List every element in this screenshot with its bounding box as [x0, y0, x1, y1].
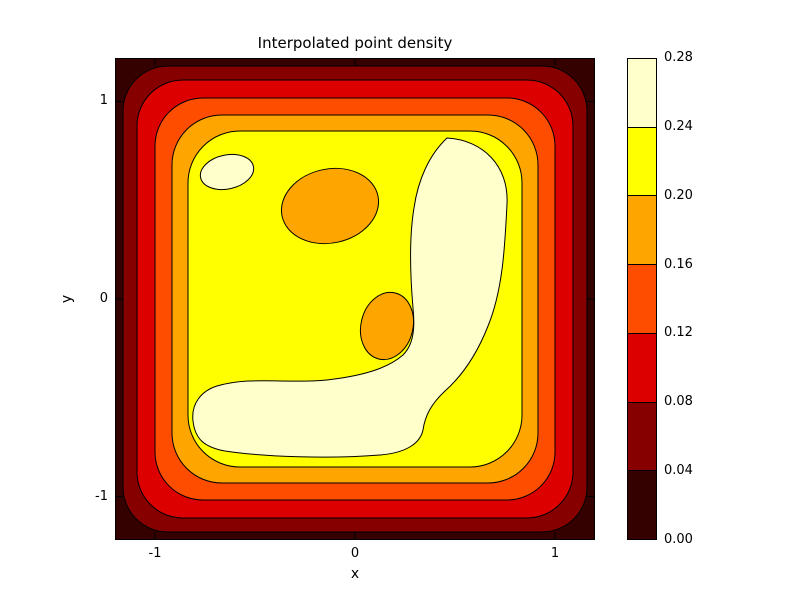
x-axis-label: x — [350, 566, 360, 582]
contour-region-high-density-oval — [199, 153, 255, 191]
colorbar-tick-label: 0.08 — [664, 394, 693, 410]
colorbar-segment — [628, 59, 656, 128]
colorbar-tick-label: 0.24 — [664, 118, 693, 134]
colorbar-tick-label: 0.04 — [664, 463, 693, 479]
contour-region-orange-blob-upper — [280, 167, 380, 245]
y-tick-label: 1 — [99, 93, 108, 109]
x-tick-label: 0 — [350, 546, 360, 561]
chart-title: Interpolated point density — [257, 34, 453, 52]
colorbar-segment — [628, 471, 656, 540]
contour-plot — [115, 58, 595, 540]
plot-border — [115, 58, 595, 540]
colorbar-segment — [628, 196, 656, 266]
contour-region-orange-blob-lower — [359, 291, 415, 361]
colorbar-segment — [628, 402, 656, 472]
axis-ticks — [116, 59, 594, 539]
y-tick-label: -1 — [95, 488, 108, 504]
y-tick-label: 0 — [99, 291, 108, 306]
x-tick-label: -1 — [148, 546, 162, 561]
colorbar-tick-label: 0.16 — [664, 256, 693, 272]
contour-region-high-density-c — [192, 137, 508, 458]
colorbar-tick-label: 0.00 — [664, 532, 693, 547]
x-tick-label: 1 — [550, 546, 560, 561]
colorbar — [627, 58, 657, 540]
colorbar-tick-label: 0.12 — [664, 325, 693, 341]
colorbar-tick-label: 0.28 — [664, 50, 693, 65]
colorbar-segment — [628, 333, 656, 403]
colorbar-segment — [628, 265, 656, 334]
colorbar-segment — [628, 127, 656, 197]
colorbar-tick-label: 0.20 — [664, 187, 693, 203]
